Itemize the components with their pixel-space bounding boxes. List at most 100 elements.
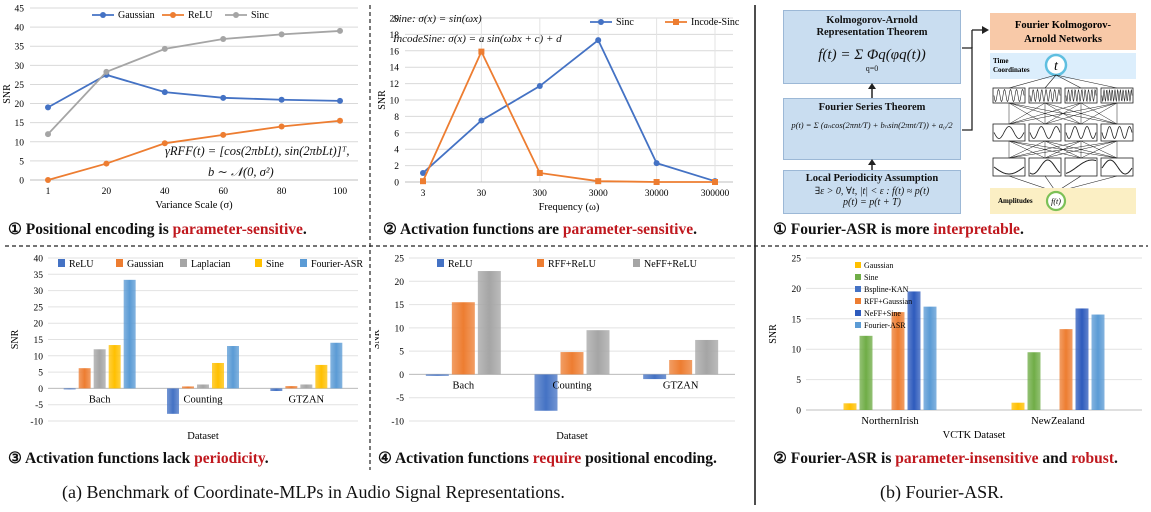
y-tick-label: 10 xyxy=(390,97,400,107)
y-tick-label: 5 xyxy=(19,157,24,167)
category-label: Bach xyxy=(453,380,475,391)
caption-panel-2: ② Activation functions are parameter-sen… xyxy=(383,221,697,238)
fkan-link xyxy=(1044,74,1057,89)
y-tick-label: 10 xyxy=(395,324,405,334)
y-tick-label: 40 xyxy=(15,24,25,34)
data-point xyxy=(712,179,718,185)
bar-relu xyxy=(63,388,76,390)
legend-swatch xyxy=(855,298,861,304)
legend-swatch xyxy=(855,274,861,280)
x-tick-label: 20 xyxy=(102,187,112,197)
data-point xyxy=(595,178,602,185)
bar-laplacian xyxy=(197,384,209,389)
data-point xyxy=(653,160,660,167)
legend-label: Sinc xyxy=(251,10,269,21)
legend-marker xyxy=(233,12,239,18)
data-point xyxy=(478,48,485,55)
kolmogorov-arnold-box: Kolmogorov-Arnold Representation Theorem… xyxy=(783,10,961,84)
y-tick-label: 35 xyxy=(15,43,25,53)
data-point xyxy=(220,131,227,138)
fkan-wave xyxy=(993,126,1025,139)
y-tick-label: 0 xyxy=(796,407,801,417)
y-tick-label: 30 xyxy=(34,287,44,297)
x-axis-label: VCTK Dataset xyxy=(943,430,1006,441)
fst-formula: p(t) = Σ (aₙcos(2πnt/T) + bₙsin(2πnt/T))… xyxy=(791,120,953,130)
legend-swatch xyxy=(437,259,444,267)
legend-marker xyxy=(673,19,679,25)
legend-marker xyxy=(598,19,604,25)
y-tick-label: 6 xyxy=(394,129,399,139)
y-tick-label: 14 xyxy=(390,64,400,74)
fkan-link xyxy=(1080,102,1118,125)
bar-fourier-asr xyxy=(227,346,239,389)
kar-formula: f(t) = Σ Φq(φq(t)) xyxy=(818,47,926,63)
y-tick-label: 15 xyxy=(15,119,25,129)
data-point xyxy=(337,97,343,104)
bar-fourier-asr xyxy=(1091,314,1105,410)
legend-label: ReLU xyxy=(69,259,94,270)
y-tick-label: 20 xyxy=(395,278,405,288)
bar-sine xyxy=(859,335,873,410)
legend-label: NeFF+Sine xyxy=(864,309,901,318)
legend-label: Gaussian xyxy=(127,259,164,270)
fkan-basis-box xyxy=(1064,157,1098,177)
legend-label: ReLU xyxy=(188,10,213,21)
rff-formula-2: b ∼ 𝒩(0, σ²) xyxy=(208,165,274,179)
bar-rff+relu xyxy=(560,352,584,375)
bracket-connector xyxy=(962,47,973,131)
y-tick-label: 8 xyxy=(394,113,399,123)
category-label: NorthernIrish xyxy=(861,416,919,427)
bar-fourier-asr xyxy=(123,279,136,389)
legend-swatch xyxy=(855,322,861,328)
bar-rff+relu xyxy=(669,359,693,375)
y-tick-label: -10 xyxy=(391,418,404,428)
bar-gaussian xyxy=(843,403,857,410)
y-tick-label: 18 xyxy=(390,31,400,41)
y-tick-label: 5 xyxy=(399,348,404,358)
x-tick-label: 3 xyxy=(421,189,426,199)
bar-gaussian xyxy=(285,386,298,389)
bar-laplacian xyxy=(300,384,313,389)
fourier-kan-diagram: Fourier Kolmogorov- Arnold Networks Time… xyxy=(868,13,1136,214)
legend-label: RFF+Gaussian xyxy=(864,297,912,306)
time-label-2: Coordinates xyxy=(993,66,1030,74)
fkan-link xyxy=(1008,74,1057,89)
bar-relu xyxy=(643,374,667,380)
bar-fourier-asr xyxy=(923,306,937,410)
legend-swatch xyxy=(180,259,187,267)
chart-positional-encoding-requirement: -10 -5 0 5 10 15 20 25 Bach Counting GTZAN SNR Datas… xyxy=(375,255,735,442)
x-tick-label: 80 xyxy=(277,187,287,197)
bar-rff+gaussian xyxy=(891,312,905,410)
data-point xyxy=(536,83,543,90)
category-label: Counting xyxy=(552,380,592,391)
legend-swatch xyxy=(537,259,544,267)
legend-label: Sinc xyxy=(616,17,634,28)
data-point xyxy=(278,96,285,103)
lpa-formula-1: ∃ε > 0, ∀t, |t| < ε : f(t) ≈ p(t) xyxy=(814,186,930,197)
data-point xyxy=(420,178,426,185)
y-tick-label: -5 xyxy=(35,401,43,411)
data-point xyxy=(103,160,110,167)
kar-sum-index: q=0 xyxy=(865,64,879,73)
bar-neff+relu xyxy=(586,330,610,375)
data-point xyxy=(45,131,51,138)
legend-swatch xyxy=(855,262,861,268)
y-tick-label: 30 xyxy=(15,62,25,72)
y-tick-label: 45 xyxy=(15,5,25,15)
y-tick-label: 0 xyxy=(399,371,404,381)
x-axis-label: Frequency (ω) xyxy=(539,202,600,213)
chart-activation-frequency: 0 2 4 6 8 10 12 14 16 18 20 3 30 300 3000 30000 300000 SN… xyxy=(377,15,740,214)
fkan-link xyxy=(1008,102,1118,125)
y-tick-label: -5 xyxy=(396,394,404,404)
fourier-series-box: Fourier Series Theorem p(t) = Σ (aₙcos(2… xyxy=(783,98,961,160)
bar-rff+gaussian xyxy=(1059,329,1073,410)
y-axis-label: SNR xyxy=(2,84,13,104)
y-tick-label: 0 xyxy=(38,385,43,395)
fkan-wave xyxy=(993,88,1025,103)
bar-sine xyxy=(315,364,328,389)
figure-caption-a: (a) Benchmark of Coordinate-MLPs in Audi… xyxy=(62,482,565,502)
x-tick-label: 300 xyxy=(533,189,548,199)
fkan-link xyxy=(1080,140,1118,159)
series-line-relu xyxy=(47,119,341,181)
x-axis-label: Dataset xyxy=(556,431,588,442)
